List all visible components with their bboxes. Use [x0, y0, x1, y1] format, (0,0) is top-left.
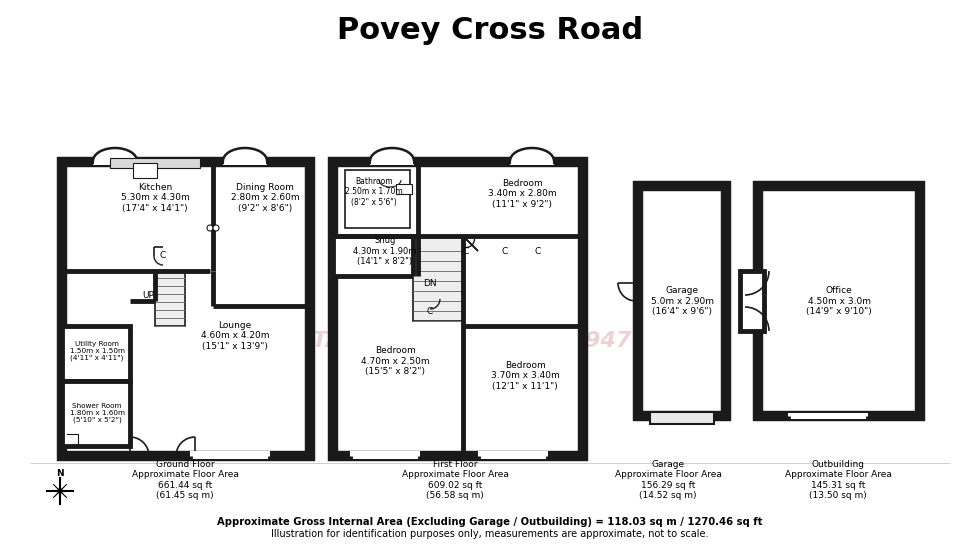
Bar — [93, 155, 137, 165]
Text: First Floor
Approximate Floor Area
609.02 sq ft
(56.58 sq m): First Floor Approximate Floor Area 609.0… — [402, 460, 509, 500]
Text: Approximate Gross Internal Area (Excluding Garage / Outbuilding) = 118.03 sq m /: Approximate Gross Internal Area (Excludi… — [218, 517, 762, 527]
Bar — [510, 155, 554, 165]
Bar — [345, 170, 410, 228]
Text: Bedroom
3.40m x 2.80m
(11'1" x 9'2"): Bedroom 3.40m x 2.80m (11'1" x 9'2") — [488, 179, 557, 209]
Text: C: C — [535, 246, 541, 256]
Bar — [190, 451, 270, 459]
Text: C: C — [160, 252, 167, 260]
Bar — [333, 162, 583, 456]
Circle shape — [207, 225, 213, 231]
Text: UP: UP — [142, 292, 154, 300]
Text: C: C — [427, 306, 433, 316]
Bar — [62, 381, 130, 446]
Text: Snug
4.30m x 1.90m
(14'1" x 8'2"): Snug 4.30m x 1.90m (14'1" x 8'2") — [354, 236, 416, 266]
Text: Povey Cross Road: Povey Cross Road — [337, 16, 643, 45]
Text: C: C — [502, 246, 508, 256]
Text: Lounge
4.60m x 4.20m
(15'1" x 13'9"): Lounge 4.60m x 4.20m (15'1" x 13'9") — [201, 321, 270, 351]
Circle shape — [213, 225, 219, 231]
Text: Garage
Approximate Floor Area
156.29 sq ft
(14.52 sq m): Garage Approximate Floor Area 156.29 sq … — [614, 460, 721, 500]
Bar — [110, 158, 200, 168]
Bar — [370, 155, 414, 165]
Text: Bathroom
2.50m x 1.70m
(8'2" x 5'6"): Bathroom 2.50m x 1.70m (8'2" x 5'6") — [345, 177, 403, 207]
Text: Office
4.50m x 3.0m
(14'9" x 9'10"): Office 4.50m x 3.0m (14'9" x 9'10") — [807, 286, 872, 316]
Bar — [638, 186, 726, 416]
Bar — [758, 186, 920, 416]
Bar — [396, 184, 412, 194]
Bar — [350, 451, 420, 459]
Text: Ground Floor
Approximate Floor Area
661.44 sq ft
(61.45 sq m): Ground Floor Approximate Floor Area 661.… — [131, 460, 238, 500]
Text: Outbuilding
Approximate Floor Area
145.31 sq ft
(13.50 sq m): Outbuilding Approximate Floor Area 145.3… — [785, 460, 892, 500]
Bar — [62, 162, 310, 456]
Text: Bedroom
3.70m x 3.40m
(12'1" x 11'1"): Bedroom 3.70m x 3.40m (12'1" x 11'1") — [491, 361, 560, 391]
Bar — [223, 155, 267, 165]
Text: Shower Room
1.80m x 1.60m
(5'10" x 5'2"): Shower Room 1.80m x 1.60m (5'10" x 5'2") — [70, 403, 124, 423]
Bar — [788, 413, 868, 419]
Text: N: N — [56, 468, 64, 478]
Bar — [478, 451, 548, 459]
Text: Utility Room
1.50m x 1.50m
(4'11" x 4'11"): Utility Room 1.50m x 1.50m (4'11" x 4'11… — [70, 341, 124, 361]
Text: Kitchen
5.30m x 4.30m
(17'4" x 14'1"): Kitchen 5.30m x 4.30m (17'4" x 14'1") — [121, 183, 189, 213]
Text: Illustration for identification purposes only, measurements are approximate, not: Illustration for identification purposes… — [271, 529, 709, 539]
Bar — [133, 163, 157, 178]
Bar — [740, 271, 764, 331]
Text: Bedroom
4.70m x 2.50m
(15'5" x 8'2"): Bedroom 4.70m x 2.50m (15'5" x 8'2") — [361, 346, 429, 376]
Text: Dining Room
2.80m x 2.60m
(9'2" x 8'6"): Dining Room 2.80m x 2.60m (9'2" x 8'6") — [230, 183, 299, 213]
Text: DN: DN — [423, 278, 437, 288]
Bar — [62, 326, 130, 381]
Bar — [650, 412, 714, 424]
Bar — [333, 236, 418, 276]
Text: MANSELL
McTAGGART
ESTATE AGENTS SINCE 1947: MANSELL McTAGGART ESTATE AGENTS SINCE 19… — [281, 271, 631, 351]
Text: C: C — [463, 246, 469, 256]
Text: Garage
5.0m x 2.90m
(16'4" x 9'6"): Garage 5.0m x 2.90m (16'4" x 9'6") — [651, 286, 713, 316]
Bar — [413, 236, 463, 321]
Bar — [155, 271, 185, 326]
